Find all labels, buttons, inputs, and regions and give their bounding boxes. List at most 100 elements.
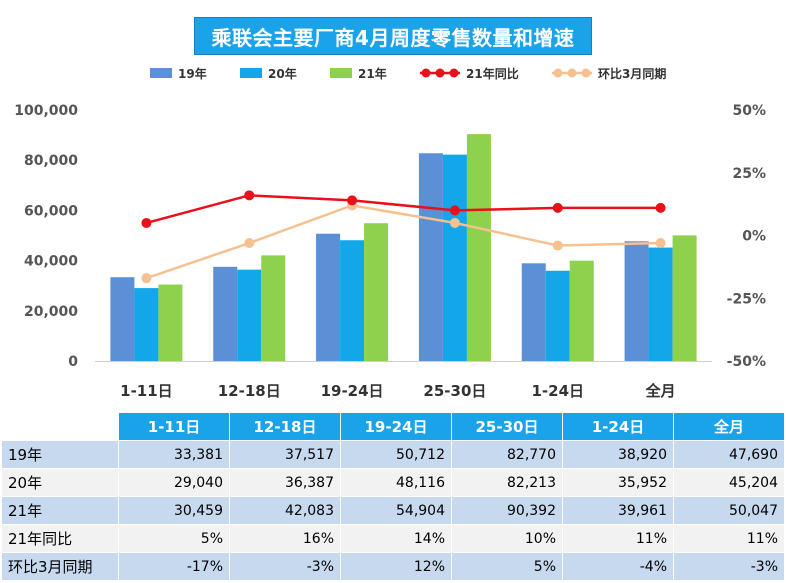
chart-title-box: 乘联会主要厂商4月周度零售数量和增速: [194, 17, 592, 55]
y-left-tick-label: 100,000: [14, 103, 78, 119]
line-point: [347, 195, 358, 206]
table-header-4: 25-30日: [451, 412, 563, 441]
bar: [213, 266, 238, 361]
chart-area: 0 20,000 40,000 60,000 80,000 100,000 -50% -25%…: [14, 17, 766, 400]
bar: [134, 288, 159, 361]
table-cell: -3%: [673, 552, 785, 581]
y-left-tick-label: 80,000: [24, 153, 78, 169]
table-row: 21年 30,459 42,083 54,904 90,392 39,961 5…: [1, 496, 785, 525]
legend-swatch: [553, 68, 563, 78]
y-right-tick-label: 0%: [742, 229, 766, 245]
line-point: [141, 217, 152, 228]
table-cell: 39,961: [562, 496, 674, 525]
table-cell: 5%: [118, 524, 230, 553]
table-cell: 33,381: [118, 440, 230, 469]
legend-label: 20年: [268, 66, 297, 81]
table-header-2: 12-18日: [229, 412, 341, 441]
table-cell: 14%: [340, 524, 452, 553]
legend-swatch: [567, 68, 577, 78]
legend-label: 21年同比: [466, 66, 519, 81]
table-row: 20年 29,040 36,387 48,116 82,213 35,952 4…: [1, 468, 785, 497]
row-label: 21年: [1, 496, 119, 525]
table-header-1: 1-11日: [118, 412, 230, 441]
table-cell: 5%: [451, 552, 563, 581]
table-cell: 82,213: [451, 468, 563, 497]
x-tick-label: 1-24日: [531, 382, 584, 400]
table-corner: [1, 412, 119, 441]
y-left-tick-label: 60,000: [24, 203, 78, 219]
table-cell: -3%: [229, 552, 341, 581]
table-cell: 48,116: [340, 468, 452, 497]
bar: [442, 154, 467, 361]
bar: [364, 223, 389, 361]
table-cell: 45,204: [673, 468, 785, 497]
row-label: 19年: [1, 440, 119, 469]
table-cell: 30,459: [118, 496, 230, 525]
table-cell: 35,952: [562, 468, 674, 497]
table-cell: 36,387: [229, 468, 341, 497]
table-header-5: 1-24日: [562, 412, 674, 441]
legend-label: 21年: [358, 66, 387, 81]
y-left-tick-label: 40,000: [24, 254, 78, 270]
legend-label: 环比3月同期: [598, 66, 666, 81]
table-header-3: 19-24日: [340, 412, 452, 441]
line-point: [141, 273, 152, 284]
table-cell: 42,083: [229, 496, 341, 525]
line-point: [244, 238, 255, 249]
row-label: 环比3月同期: [1, 552, 119, 581]
line-point: [655, 202, 666, 213]
x-tick-label: 全月: [645, 382, 676, 400]
table-cell: 37,517: [229, 440, 341, 469]
table-cell: 29,040: [118, 468, 230, 497]
legend-swatch: [240, 68, 262, 78]
bar: [316, 233, 341, 361]
table-header-row: 1-11日 12-18日 19-24日 25-30日 1-24日 全月: [1, 412, 785, 441]
legend-swatch: [435, 68, 445, 78]
bar: [418, 153, 443, 361]
table-header-6: 全月: [673, 412, 785, 441]
y-left-tick-label: 0: [68, 354, 78, 370]
line-point: [449, 217, 460, 228]
table-cell: 90,392: [451, 496, 563, 525]
y-right-tick-label: 50%: [732, 103, 766, 119]
table-cell: 11%: [673, 524, 785, 553]
x-tick-label: 12-18日: [218, 382, 281, 400]
line-point: [655, 238, 666, 249]
bar: [110, 277, 135, 361]
table-cell: 82,770: [451, 440, 563, 469]
series-line: [146, 204, 661, 280]
legend-label: 19年: [178, 66, 207, 81]
y-left-tick-label: 20,000: [24, 304, 78, 320]
table-cell: 50,047: [673, 496, 785, 525]
y-right-tick-label: -50%: [727, 354, 766, 370]
bar: [158, 284, 183, 361]
line-point: [449, 205, 460, 216]
bar: [648, 247, 673, 361]
data-table: 1-11日 12-18日 19-24日 25-30日 1-24日 全月 19年 …: [1, 412, 785, 581]
x-tick-label: 25-30日: [423, 382, 486, 400]
bar: [521, 263, 546, 361]
table-cell: 47,690: [673, 440, 785, 469]
table-cell: 10%: [451, 524, 563, 553]
table-row: 21年同比 5% 16% 14% 10% 11% 11%: [1, 524, 785, 553]
line-point: [552, 240, 563, 251]
line-point: [552, 202, 563, 213]
legend-swatch: [150, 68, 172, 78]
bar: [569, 260, 594, 361]
bar: [545, 270, 570, 361]
table-cell: 38,920: [562, 440, 674, 469]
table-cell: 16%: [229, 524, 341, 553]
table-cell: 12%: [340, 552, 452, 581]
table-cell: 50,712: [340, 440, 452, 469]
chart-plot: 0 20,000 40,000 60,000 80,000 100,000 -50% -25%…: [14, 66, 766, 400]
bar: [261, 255, 286, 361]
legend-swatch: [449, 68, 459, 78]
row-label: 21年同比: [1, 524, 119, 553]
row-label: 20年: [1, 468, 119, 497]
legend-swatch: [581, 68, 591, 78]
chart-title: 乘联会主要厂商4月周度零售数量和增速: [211, 25, 575, 50]
line-point: [244, 190, 255, 201]
table-row: 环比3月同期 -17% -3% 12% 5% -4% -3%: [1, 552, 785, 581]
bar: [466, 134, 491, 361]
table-cell: 11%: [562, 524, 674, 553]
